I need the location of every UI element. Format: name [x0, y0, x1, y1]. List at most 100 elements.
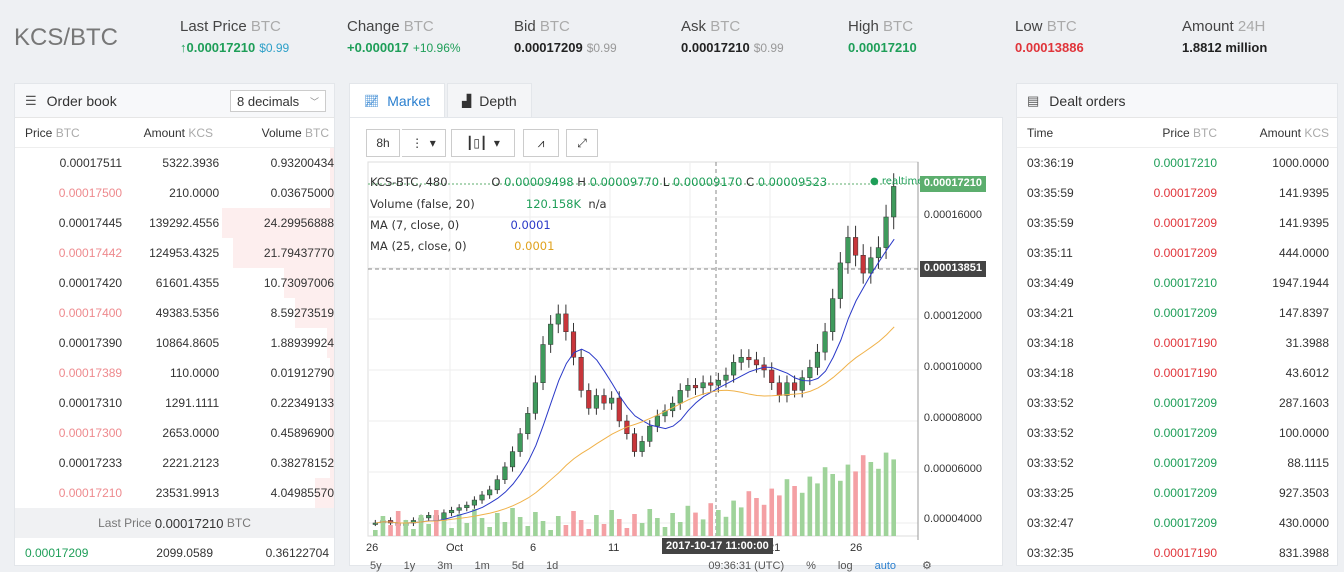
volume-bar	[876, 468, 881, 536]
fullscreen-button[interactable]: ⤢	[566, 129, 598, 157]
candle-body	[479, 494, 485, 501]
stat-label: High BTC	[848, 18, 914, 35]
ask-row[interactable]: 0.00017400 49383.5356 8.59273519	[15, 298, 334, 328]
stat-ask: Ask BTC 0.00017210 $0.99	[681, 18, 784, 55]
depth-bar	[330, 448, 334, 478]
col-amount[interactable]: Amount KCS	[143, 125, 213, 140]
ask-amount: 23531.9913	[155, 486, 220, 500]
dealt-row: 03:35:11 0.00017209 444.0000	[1017, 238, 1337, 268]
candle-body	[555, 313, 561, 325]
ask-row[interactable]: 0.00017445 139292.4556 24.29956888	[15, 208, 334, 238]
dealt-amount: 100.0000	[1278, 426, 1329, 440]
dealt-price: 0.00017209	[1153, 216, 1217, 230]
candle-type-button[interactable]: ┃▯┃ ▾	[451, 129, 515, 157]
candle-body	[685, 385, 691, 391]
volume-bar	[761, 504, 767, 536]
interval-button[interactable]: 8h	[366, 129, 400, 157]
tab-market[interactable]: 📈︎ Market	[349, 83, 446, 117]
bid-row[interactable]: 0.00017209 2099.0589 0.36122704	[15, 538, 334, 568]
candle-body	[616, 397, 622, 422]
last-price-value: 0.00017210	[154, 515, 224, 531]
ask-amount: 61601.4355	[155, 276, 220, 290]
decimals-select[interactable]: 8 decimals ﹀	[230, 90, 326, 112]
candle-body	[502, 466, 508, 480]
tab-depth[interactable]: ▟ Depth	[447, 83, 532, 117]
more-menu-button[interactable]: ⋮ ▾	[402, 129, 446, 157]
candle-body	[570, 331, 577, 358]
dealt-time: 03:33:25	[1027, 486, 1074, 500]
candle-body	[525, 413, 531, 435]
range-1d[interactable]: 1d	[546, 560, 559, 572]
dealt-title: Dealt orders	[1049, 92, 1126, 109]
range-5d[interactable]: 5d	[511, 560, 525, 572]
col-price[interactable]: Price BTC	[25, 125, 80, 140]
orderbook-header: ☰ Order book 8 decimals ﹀	[15, 84, 334, 118]
ask-row[interactable]: 0.00017310 1291.1111 0.22349133	[15, 388, 334, 418]
volume-bar	[716, 510, 721, 536]
range-5y[interactable]: 5y	[370, 560, 382, 572]
dealt-time: 03:34:49	[1027, 276, 1074, 290]
stat-label: Change BTC	[347, 18, 434, 35]
volume-bar	[655, 518, 660, 536]
crosshair-time-tag: 2017-10-17 11:00:00	[662, 538, 773, 554]
ask-amount: 139292.4556	[149, 216, 220, 230]
realtime-badge: ● realtime	[870, 176, 924, 187]
dealt-row: 03:35:59 0.00017209 141.9395	[1017, 208, 1337, 238]
dealt-price: 0.00017210	[1153, 276, 1217, 290]
candle-body	[845, 237, 851, 264]
ask-volume: 4.04985570	[270, 486, 334, 500]
log-toggle[interactable]: log	[837, 560, 853, 572]
dealt-row: 03:33:25 0.00017209 927.3503	[1017, 478, 1337, 508]
auto-toggle[interactable]: auto	[874, 560, 897, 572]
ask-row[interactable]: 0.00017389 110.0000 0.01912790	[15, 358, 334, 388]
dealt-price: 0.00017209	[1153, 426, 1217, 440]
candle-body	[578, 357, 584, 391]
ma7-line	[375, 238, 895, 524]
dealt-amount: 141.9395	[1278, 216, 1329, 230]
stat-label: Ask BTC	[681, 18, 741, 35]
candle-body	[647, 425, 653, 442]
ask-row[interactable]: 0.00017500 210.0000 0.03675000	[15, 178, 334, 208]
ask-row[interactable]: 0.00017300 2653.0000 0.45896900	[15, 418, 334, 448]
volume-bar	[571, 511, 576, 536]
percent-toggle[interactable]: %	[806, 560, 816, 572]
range-1y[interactable]: 1y	[403, 560, 416, 572]
depth-bar	[233, 238, 334, 268]
price-tick: 0.00008000	[923, 412, 982, 424]
candle-body	[799, 377, 805, 391]
ask-row[interactable]: 0.00017233 2221.2123 0.38278152	[15, 448, 334, 478]
range-3m[interactable]: 3m	[437, 560, 453, 572]
candle-body	[540, 344, 546, 383]
candle-body	[860, 255, 866, 274]
col-volume[interactable]: Volume BTC	[261, 125, 329, 140]
orderbook-panel: ☰ Order book 8 decimals ﹀ Price BTC Amou…	[14, 83, 335, 566]
ask-row[interactable]: 0.00017210 23531.9913 4.04985570	[15, 478, 334, 508]
volume-bar	[533, 512, 538, 536]
volume-bar	[540, 521, 546, 536]
candle-body	[822, 331, 828, 353]
candlestick-chart[interactable]	[350, 118, 1004, 567]
candle-body	[654, 415, 660, 427]
volume-bar	[510, 508, 515, 536]
ask-amount: 2653.0000	[162, 426, 220, 440]
ask-price: 0.00017300	[58, 426, 123, 440]
range-1m[interactable]: 1m	[474, 560, 490, 572]
price-tick: 0.00012000	[923, 310, 982, 322]
depth-bar	[330, 418, 334, 448]
indicator-icon: ⩘	[537, 135, 545, 150]
ask-volume: 0.22349133	[270, 396, 334, 410]
gear-icon[interactable]: ⚙	[922, 560, 932, 572]
price-tick: 0.00006000	[923, 463, 982, 475]
ask-price: 0.00017442	[58, 246, 123, 260]
ask-row[interactable]: 0.00017390 10864.8605 1.88939924	[15, 328, 334, 358]
ask-row[interactable]: 0.00017420 61601.4355 10.73097006	[15, 268, 334, 298]
candle-body	[792, 382, 798, 391]
legend-ma7: MA (7, close, 0) 0.0001	[370, 218, 551, 232]
volume-bar	[418, 515, 424, 536]
volume-bar	[517, 517, 523, 536]
ask-row[interactable]: 0.00017442 124953.4325 21.79437770	[15, 238, 334, 268]
ask-row[interactable]: 0.00017511 5322.3936 0.93200434	[15, 148, 334, 178]
depth-bar	[330, 358, 334, 388]
indicators-button[interactable]: ⩘	[523, 129, 559, 157]
volume-bar	[731, 500, 736, 536]
